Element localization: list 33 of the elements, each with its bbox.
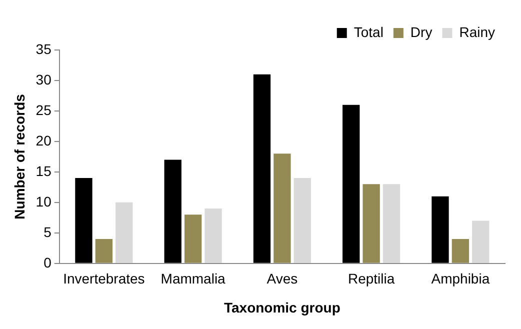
legend-label: Rainy [459,24,496,40]
x-tick-label: Mammalia [160,270,226,287]
bar [253,74,271,263]
x-tick-label: Aves [266,270,298,287]
x-axis-title: Taxonomic group [224,299,340,316]
legend-label: Dry [410,24,432,40]
bar [75,178,92,263]
y-tick-label: 10 [36,193,52,210]
x-tick-label: Amphibia [431,270,490,287]
bar [382,184,400,263]
legend-label: Total [354,24,384,40]
bar [432,196,449,263]
x-tick-label: Invertebrates [63,270,145,287]
bar [472,220,490,263]
y-tick-label: 25 [36,102,52,118]
bar [452,239,470,263]
y-tick-label: 5 [44,224,52,240]
y-axis-title: Number of records [11,94,28,220]
y-tick-label: 20 [36,132,52,148]
y-tick-label: 15 [36,162,52,179]
bar [95,239,113,263]
bar [274,154,291,263]
y-tick-label: 35 [36,40,52,57]
bar [294,178,311,263]
y-tick-label: 30 [36,71,52,88]
bar [184,214,202,263]
bar [362,184,380,263]
bar [204,208,222,263]
bar [342,104,360,263]
bar [164,160,182,263]
x-tick-label: Reptilia [348,270,395,287]
bar [116,202,133,263]
y-tick-label: 0 [44,254,52,270]
